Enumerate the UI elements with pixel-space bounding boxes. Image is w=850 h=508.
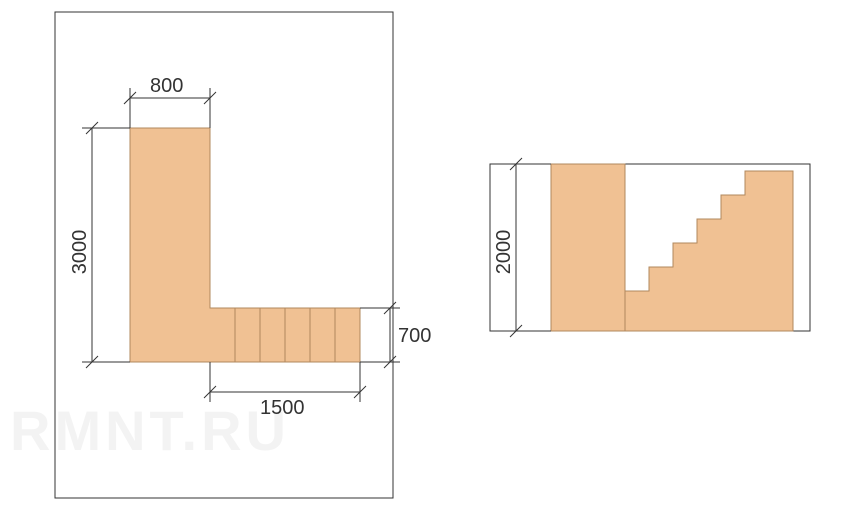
- svg-text:700: 700: [398, 325, 431, 347]
- elevation-view: 2000: [490, 158, 810, 337]
- svg-text:800: 800: [150, 75, 183, 97]
- dim-right-700: 700: [360, 302, 431, 368]
- svg-text:1500: 1500: [260, 397, 305, 419]
- svg-text:3000: 3000: [69, 230, 91, 275]
- svg-text:2000: 2000: [493, 230, 515, 275]
- dim-elev-2000: 2000: [493, 158, 551, 337]
- plan-l-shape: [130, 128, 360, 362]
- watermark: RMNT.RU: [10, 399, 290, 462]
- dim-left-3000: 3000: [69, 122, 130, 368]
- svg-text:RMNT.RU: RMNT.RU: [10, 399, 290, 462]
- elevation-stair: [625, 171, 793, 331]
- dim-top-800: 800: [124, 75, 216, 128]
- elevation-landing: [551, 164, 625, 331]
